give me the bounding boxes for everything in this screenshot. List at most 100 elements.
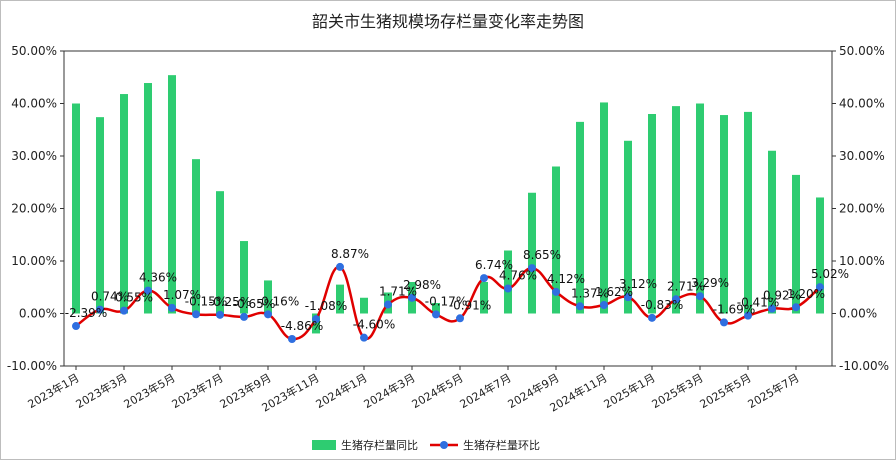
mom-point [696, 292, 704, 301]
legend-swatch-mom-marker [440, 441, 448, 449]
mom-point [480, 274, 488, 283]
mom-data-label: -4.60% [353, 318, 395, 332]
mom-point [648, 313, 656, 322]
y2-tick-label-right: 10.00% [839, 254, 885, 268]
mom-data-label: 1.07% [163, 288, 201, 302]
mom-data-label: 1.62% [595, 285, 633, 299]
mom-data-label: 6.74% [475, 258, 513, 272]
bar-yoy [528, 192, 536, 314]
bar-yoy [192, 159, 200, 314]
mom-point [240, 312, 248, 321]
y2-tick-label-right: 30.00% [839, 149, 885, 163]
bar-yoy [120, 94, 128, 314]
bar-yoy [480, 282, 488, 314]
bar-yoy [72, 103, 80, 314]
mom-data-label: -0.91% [449, 298, 491, 312]
mom-data-label: 0.74% [91, 290, 129, 304]
y-tick-label-left: 30.00% [11, 149, 57, 163]
mom-data-label: 1.71% [379, 285, 417, 299]
bar-yoy [336, 284, 344, 314]
mom-data-label: -0.17% [425, 294, 467, 308]
mom-data-label: 3.12% [619, 277, 657, 291]
mom-data-label: 3.29% [691, 276, 729, 290]
mom-point [456, 314, 464, 323]
legend-label-yoy: 生猪存栏量同比 [341, 438, 418, 452]
x-tick-label: 2024年5月 [409, 370, 465, 411]
mom-point [72, 322, 80, 331]
legend: 生猪存栏量同比 生猪存栏量环比 [312, 438, 540, 452]
mom-data-label: 4.76% [499, 269, 537, 283]
mom-point [120, 306, 128, 315]
y2-tick-label-right: 40.00% [839, 97, 885, 111]
mom-data-label: 2.71% [667, 279, 705, 293]
bar-yoy [96, 117, 104, 314]
x-tick-label: 2025年3月 [649, 370, 705, 411]
mom-data-label: 2.98% [403, 278, 441, 292]
bar-yoy [504, 250, 512, 314]
x-tick-label: 2023年3月 [73, 370, 129, 411]
bar-yoy [648, 114, 656, 314]
mom-data-label: -0.65% [233, 297, 275, 311]
mom-point [816, 283, 824, 292]
bar-yoy [792, 174, 800, 314]
y-tick-label-left: 10.00% [11, 254, 57, 268]
y2-tick-label-right: 50.00% [839, 44, 885, 58]
mom-point [600, 300, 608, 309]
bar-yoy [744, 111, 752, 314]
mom-point [720, 318, 728, 327]
chart-title: 韶关市生猪规模场存栏量变化率走势图 [311, 12, 584, 31]
bar-yoy [432, 303, 440, 314]
mom-data-label: 8.65% [523, 248, 561, 262]
y2-tick-label-right: 20.00% [839, 202, 885, 216]
x-tick-label: 2023年5月 [121, 370, 177, 411]
y2-tick-label-right: -10.00% [839, 359, 889, 373]
bar-yoy [264, 280, 272, 314]
mom-point [384, 300, 392, 309]
mom-point [192, 310, 200, 319]
mom-point [144, 286, 152, 295]
x-tick-label: 2024年3月 [361, 370, 417, 411]
mom-data-label: -0.16% [257, 294, 299, 308]
mom-point [360, 333, 368, 342]
mom-point [408, 293, 416, 302]
mom-data-label: -2.39% [65, 306, 107, 320]
x-tick-label: 2024年7月 [457, 370, 513, 411]
mom-data-label: 1.37% [571, 286, 609, 300]
mom-data-label: -0.83% [641, 298, 683, 312]
mom-data-label: -4.86% [281, 319, 323, 333]
mom-point [624, 293, 632, 302]
mom-data-label: 4.12% [547, 272, 585, 286]
bar-yoy [360, 297, 368, 314]
mom-data-label: 0.55% [115, 291, 153, 305]
mom-point [312, 315, 320, 324]
legend-swatch-yoy [312, 440, 336, 450]
mom-point [288, 335, 296, 344]
mom-data-label: 0.92% [763, 289, 801, 303]
y-tick-label-left: 0.00% [19, 307, 57, 321]
legend-label-mom: 生猪存栏量环比 [463, 438, 540, 452]
mom-data-label: -0.41% [737, 296, 779, 310]
y-tick-label-left: 50.00% [11, 44, 57, 58]
mom-point [216, 310, 224, 319]
bar-yoy [600, 102, 608, 314]
bar-yoy [696, 103, 704, 314]
x-tick-label: 2025年5月 [697, 370, 753, 411]
mom-point [432, 310, 440, 319]
y-tick-label-left: 20.00% [11, 202, 57, 216]
bar-yoy [672, 106, 680, 314]
bar-yoy [312, 313, 320, 334]
mom-point [528, 264, 536, 273]
bar-yoy [552, 166, 560, 314]
mom-point [576, 302, 584, 311]
mom-data-label: 8.87% [331, 247, 369, 261]
bar-yoy [720, 115, 728, 314]
x-tick-label: 2024年1月 [313, 370, 369, 411]
mom-point [336, 262, 344, 271]
bar-yoy [816, 197, 824, 314]
bar-yoy [144, 83, 152, 314]
mom-point [96, 305, 104, 314]
mom-point [168, 303, 176, 312]
mom-data-label: -1.08% [305, 299, 347, 313]
bar-yoy [576, 121, 584, 314]
